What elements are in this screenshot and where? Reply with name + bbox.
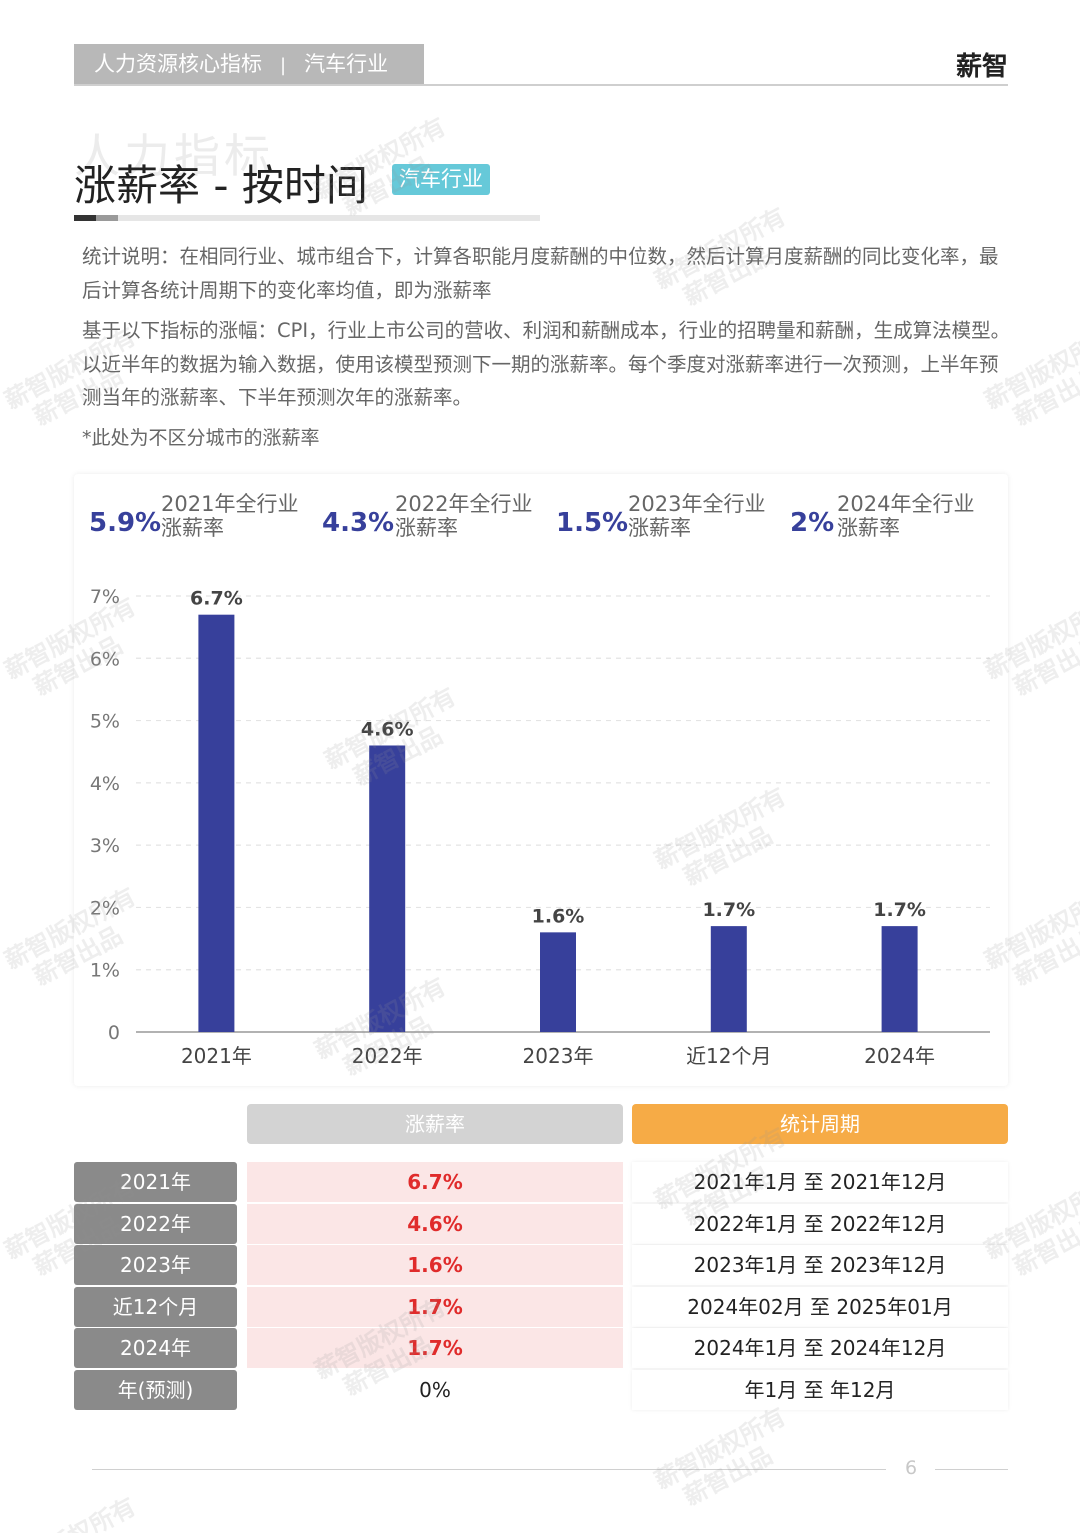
stat-label-line1: 2022年全行业	[395, 492, 533, 516]
stat-label-line1: 2021年全行业	[161, 492, 299, 516]
stat-label: 2024年全行业 涨薪率	[837, 492, 974, 540]
table-cell-rate: 1.6%	[247, 1245, 623, 1286]
bar	[369, 745, 406, 1032]
footer-rule-right	[935, 1469, 1008, 1470]
header-section-label: 人力资源核心指标	[94, 52, 262, 76]
table-cell-rate: 4.6%	[247, 1203, 623, 1244]
header-rule	[74, 84, 1008, 86]
header-divider: |	[280, 55, 287, 76]
table-cell-period: 年1月 至 年12月	[632, 1370, 1008, 1410]
stat-label-line2: 涨薪率	[395, 516, 458, 540]
bar	[881, 926, 918, 1032]
bar	[540, 932, 576, 1032]
page-number: 6	[904, 1457, 918, 1479]
ghost-section-title: 人力指标	[74, 129, 274, 183]
table-row: 近12个月 1.7% 2024年02月 至 2025年01月	[74, 1286, 1008, 1327]
table-cell-rate: 1.7%	[247, 1286, 623, 1327]
table-row: 2022年 4.6% 2022年1月 至 2022年12月	[74, 1203, 1008, 1244]
watermark-line: 薪智出品	[1009, 1211, 1080, 1281]
stat-label: 2021年全行业 涨薪率	[161, 492, 298, 540]
title-underline-accent	[74, 215, 96, 221]
header-section-pill: 人力资源核心指标 | 汽车行业	[74, 44, 424, 85]
chart-card: 5.9% 2021年全行业 涨薪率 4.3% 2022年全行业 涨薪率 1.5% 2…	[74, 474, 1008, 1086]
stat-label-line1: 2024年全行业	[837, 492, 975, 516]
note-city-scope: *此处为不区分城市的涨薪率	[82, 426, 320, 449]
table-row: 2024年 1.7% 2024年1月 至 2024年12月	[74, 1328, 1008, 1369]
x-tick-label: 2024年	[864, 1044, 935, 1068]
y-tick-label: 6%	[90, 648, 120, 670]
title-underline-accent-secondary	[96, 215, 118, 221]
bar	[710, 926, 747, 1032]
table-cell-rate: 0%	[247, 1370, 623, 1410]
y-tick-label: 4%	[90, 773, 120, 795]
x-tick-label: 2023年	[523, 1044, 594, 1068]
watermark-line: 薪智出品	[29, 1517, 153, 1533]
watermark-line: 薪智出品	[1009, 921, 1080, 991]
table-row: 2023年 1.6% 2023年1月 至 2023年12月	[74, 1245, 1008, 1286]
y-tick-label: 3%	[90, 835, 120, 857]
bar-value-label: 1.7%	[702, 899, 755, 921]
note-statistics: 统计说明：在相同行业、城市组合下，计算各职能月度薪酬的中位数，然后计算月度薪酬的…	[82, 245, 999, 302]
stat-value: 2%	[790, 508, 835, 538]
table-cell-year: 2022年	[74, 1203, 237, 1244]
x-tick-label: 2021年	[181, 1044, 252, 1068]
table-cell-period: 2024年02月 至 2025年01月	[632, 1286, 1008, 1327]
salary-increase-bar-chart: 0 1% 2% 3% 4% 5% 6% 7% 6.7% 2021年 4.6% 2022年 1.6% 202…	[90, 586, 990, 1068]
y-tick-label: 1%	[90, 960, 120, 982]
stat-value: 5.9%	[89, 508, 162, 538]
table-row: 年(预测) 0% 年1月 至 年12月	[74, 1370, 1008, 1410]
watermark-line: 薪智版权所有	[650, 1402, 791, 1495]
stat-label-line2: 涨薪率	[161, 516, 224, 540]
stat-label-line2: 涨薪率	[628, 516, 691, 540]
table-cell-rate: 1.7%	[247, 1328, 623, 1369]
explanation-notes: 统计说明：在相同行业、城市组合下，计算各职能月度薪酬的中位数，然后计算月度薪酬的…	[82, 240, 1012, 462]
table-cell-period: 2022年1月 至 2022年12月	[632, 1203, 1008, 1244]
footer-rule-left	[92, 1469, 886, 1470]
stat-value: 1.5%	[556, 508, 629, 538]
y-tick-label: 7%	[90, 586, 120, 608]
stat-label-line1: 2023年全行业	[628, 492, 766, 516]
y-tick-label: 5%	[90, 711, 120, 733]
watermark: 薪智版权所有薪智出品	[650, 1402, 803, 1519]
table-header-period: 统计周期	[632, 1104, 1008, 1144]
table-cell-period: 2024年1月 至 2024年12月	[632, 1328, 1008, 1369]
page-title: 涨薪率 - 按时间	[74, 161, 368, 210]
x-tick-label: 近12个月	[686, 1044, 771, 1068]
table-cell-period: 2023年1月 至 2023年12月	[632, 1245, 1008, 1286]
table-cell-year: 2024年	[74, 1328, 237, 1369]
table-cell-year: 2021年	[74, 1162, 237, 1202]
bar-value-label: 1.7%	[873, 899, 926, 921]
bar-value-label: 4.6%	[361, 718, 414, 740]
y-tick-label: 2%	[90, 897, 120, 919]
title-underline	[74, 215, 540, 221]
industry-badge: 汽车行业	[392, 164, 490, 195]
header-industry-label: 汽车行业	[304, 52, 389, 76]
note-model: 基于以下指标的涨幅：CPI，行业上市公司的营收、利润和薪酬成本，行业的招聘量和薪…	[82, 319, 1011, 409]
table-cell-period: 2021年1月 至 2021年12月	[632, 1162, 1008, 1202]
bar-value-label: 6.7%	[190, 588, 243, 610]
x-tick-label: 2022年	[352, 1044, 423, 1068]
watermark-line: 薪智版权所有	[0, 1492, 140, 1533]
table-header-rate: 涨薪率	[247, 1104, 623, 1144]
table-cell-rate: 6.7%	[247, 1162, 623, 1202]
watermark-line: 薪智出品	[1009, 361, 1080, 431]
table-cell-year: 2023年	[74, 1245, 237, 1286]
stat-value: 4.3%	[322, 508, 395, 538]
stat-label-line2: 涨薪率	[837, 516, 900, 540]
stat-label: 2023年全行业 涨薪率	[628, 492, 765, 540]
table-cell-year: 近12个月	[74, 1286, 237, 1327]
watermark-line: 薪智出品	[1009, 631, 1080, 701]
table-row: 2021年 6.7% 2021年1月 至 2021年12月	[74, 1162, 1008, 1202]
y-tick-label: 0	[108, 1022, 120, 1044]
bar-value-label: 1.6%	[532, 905, 585, 927]
table-cell-year: 年(预测)	[74, 1370, 237, 1410]
brand-logo-text: 薪智	[955, 52, 1008, 82]
bar	[198, 614, 235, 1032]
stat-label: 2022年全行业 涨薪率	[395, 492, 532, 540]
